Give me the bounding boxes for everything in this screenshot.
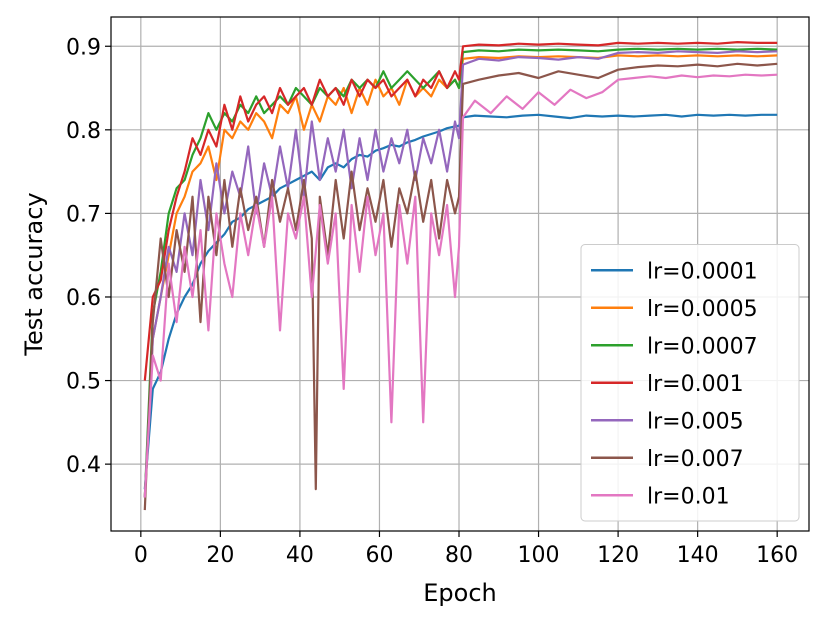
x-tick-label: 140 bbox=[677, 543, 719, 568]
x-tick-label: 40 bbox=[286, 543, 314, 568]
y-axis-ticks: 0.4 0.5 0.6 0.7 0.8 0.9 bbox=[66, 35, 111, 478]
series-lines bbox=[143, 41, 778, 511]
x-tick-label: 100 bbox=[518, 543, 560, 568]
series-line-0 bbox=[143, 113, 778, 490]
y-tick-label: 0.9 bbox=[66, 35, 101, 60]
legend-label-4: lr=0.005 bbox=[647, 409, 744, 434]
legend-label-3: lr=0.001 bbox=[647, 372, 744, 397]
y-tick-label: 0.8 bbox=[66, 119, 101, 144]
series-line-3 bbox=[143, 41, 778, 381]
x-tick-label: 80 bbox=[445, 543, 473, 568]
x-axis-ticks: 0 20 40 60 80 100 120 140 160 bbox=[134, 531, 798, 568]
series-line-5 bbox=[143, 62, 778, 511]
y-tick-label: 0.7 bbox=[66, 202, 101, 227]
legend-label-0: lr=0.0001 bbox=[647, 259, 758, 284]
legend: lr=0.0001 lr=0.0005 lr=0.0007 lr=0.001 lr=0.… bbox=[580, 244, 800, 522]
x-axis-label: Epoch bbox=[423, 579, 497, 607]
x-tick-label: 60 bbox=[365, 543, 393, 568]
x-tick-label: 0 bbox=[134, 543, 148, 568]
x-tick-label: 160 bbox=[756, 543, 798, 568]
y-tick-label: 0.6 bbox=[66, 286, 101, 311]
y-axis-label: Test accuracy bbox=[20, 192, 48, 356]
legend-label-1: lr=0.0005 bbox=[647, 297, 758, 322]
plot-frame bbox=[110, 16, 810, 532]
y-tick-label: 0.5 bbox=[66, 370, 101, 395]
legend-label-6: lr=0.01 bbox=[647, 484, 730, 509]
x-tick-label: 120 bbox=[597, 543, 639, 568]
legend-box bbox=[580, 244, 800, 522]
legend-label-2: lr=0.0007 bbox=[647, 334, 758, 359]
x-tick-label: 20 bbox=[206, 543, 234, 568]
series-line-4 bbox=[143, 50, 778, 498]
y-tick-label: 0.4 bbox=[66, 453, 101, 478]
series-line-6 bbox=[143, 73, 778, 498]
legend-label-5: lr=0.007 bbox=[647, 447, 744, 472]
